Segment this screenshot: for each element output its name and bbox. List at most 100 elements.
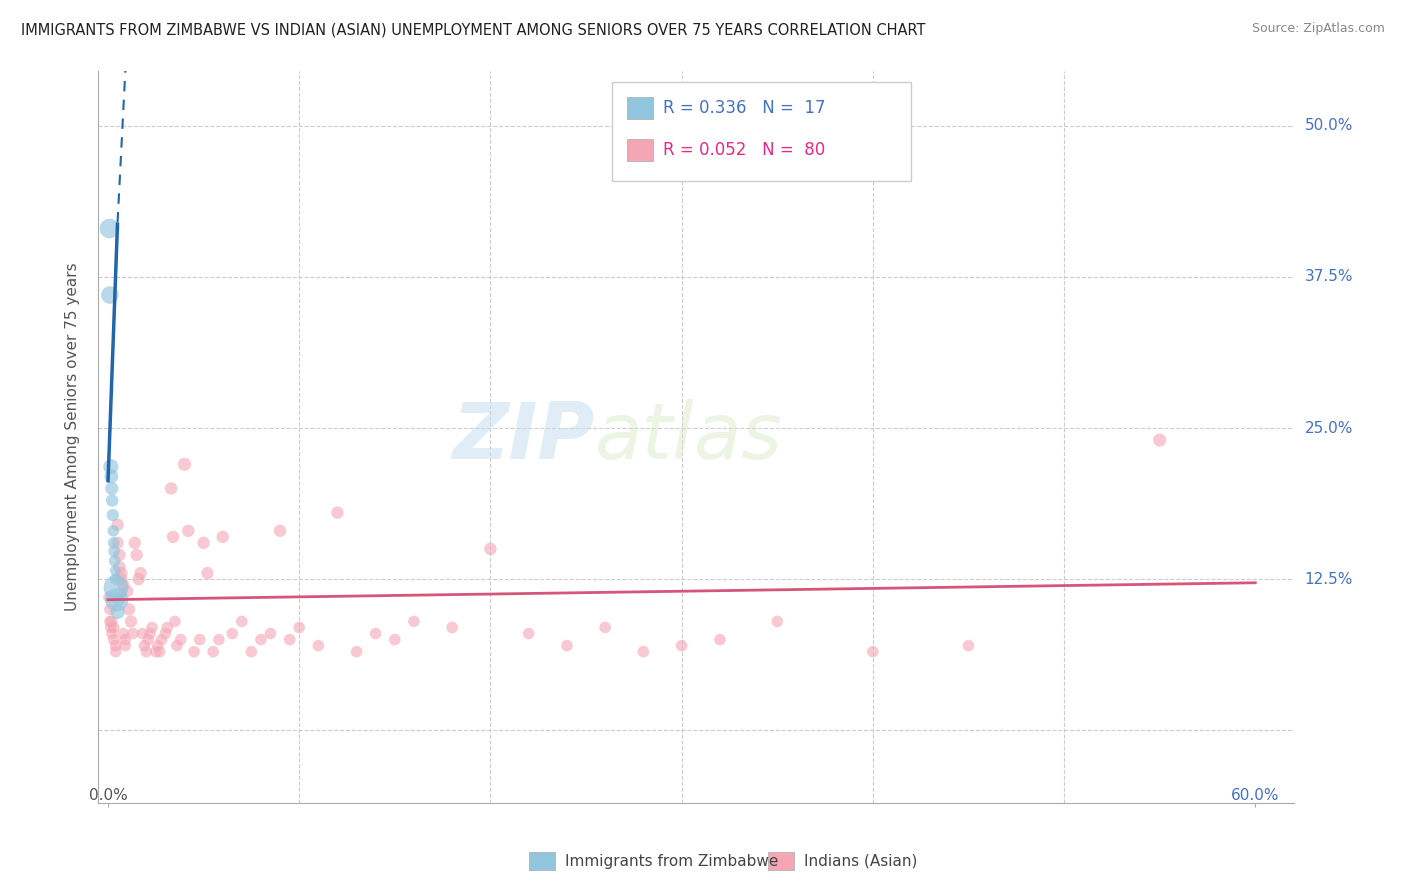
Point bbox=[1149, 433, 1171, 447]
Point bbox=[101, 615, 124, 629]
Point bbox=[146, 639, 169, 653]
Point bbox=[221, 626, 243, 640]
Point bbox=[114, 639, 136, 653]
Point bbox=[384, 632, 406, 647]
Point bbox=[156, 620, 179, 634]
Point bbox=[202, 645, 225, 659]
Point bbox=[346, 645, 368, 659]
Point bbox=[104, 572, 127, 586]
Point bbox=[100, 620, 122, 634]
Text: atlas: atlas bbox=[595, 399, 782, 475]
Point bbox=[105, 581, 128, 595]
Point bbox=[166, 639, 188, 653]
Point bbox=[118, 602, 141, 616]
Point bbox=[125, 548, 148, 562]
Point bbox=[593, 620, 616, 634]
Point bbox=[121, 626, 143, 640]
Point bbox=[145, 645, 167, 659]
Point bbox=[128, 572, 150, 586]
Point bbox=[188, 632, 211, 647]
Point bbox=[288, 620, 311, 634]
FancyBboxPatch shape bbox=[613, 82, 911, 181]
Point bbox=[709, 632, 731, 647]
Point bbox=[259, 626, 281, 640]
Point bbox=[104, 639, 127, 653]
Point bbox=[120, 615, 142, 629]
Point bbox=[107, 592, 129, 607]
Point bbox=[98, 615, 121, 629]
Point bbox=[160, 482, 183, 496]
Text: 0.0%: 0.0% bbox=[89, 789, 128, 804]
Point bbox=[129, 566, 152, 580]
Point bbox=[124, 536, 146, 550]
Point bbox=[208, 632, 231, 647]
Text: 37.5%: 37.5% bbox=[1305, 269, 1353, 285]
Text: 50.0%: 50.0% bbox=[1305, 119, 1353, 133]
Point bbox=[177, 524, 200, 538]
Point bbox=[114, 632, 136, 647]
Point bbox=[555, 639, 578, 653]
Point bbox=[250, 632, 273, 647]
Point bbox=[193, 536, 215, 550]
Point bbox=[139, 626, 162, 640]
Point bbox=[110, 566, 132, 580]
Text: Indians (Asian): Indians (Asian) bbox=[804, 854, 917, 869]
Point bbox=[101, 508, 124, 522]
Point bbox=[326, 506, 349, 520]
Text: Immigrants from Zimbabwe: Immigrants from Zimbabwe bbox=[565, 854, 778, 869]
Point bbox=[162, 530, 184, 544]
FancyBboxPatch shape bbox=[529, 852, 555, 870]
Text: 60.0%: 60.0% bbox=[1232, 789, 1279, 804]
FancyBboxPatch shape bbox=[627, 138, 652, 161]
Point bbox=[364, 626, 387, 640]
Point bbox=[98, 221, 121, 235]
Text: IMMIGRANTS FROM ZIMBABWE VS INDIAN (ASIAN) UNEMPLOYMENT AMONG SENIORS OVER 75 YE: IMMIGRANTS FROM ZIMBABWE VS INDIAN (ASIA… bbox=[21, 22, 925, 37]
FancyBboxPatch shape bbox=[627, 97, 652, 119]
Point bbox=[98, 288, 121, 302]
Point bbox=[150, 632, 173, 647]
Point bbox=[671, 639, 693, 653]
Point bbox=[862, 645, 884, 659]
Point bbox=[633, 645, 655, 659]
Point bbox=[197, 566, 219, 580]
Point bbox=[107, 517, 129, 532]
Point bbox=[211, 530, 233, 544]
Point bbox=[104, 645, 127, 659]
Point bbox=[169, 632, 191, 647]
Point bbox=[269, 524, 291, 538]
Point bbox=[149, 645, 172, 659]
Point bbox=[107, 536, 129, 550]
Point bbox=[101, 626, 124, 640]
Point bbox=[100, 459, 122, 474]
Y-axis label: Unemployment Among Seniors over 75 years: Unemployment Among Seniors over 75 years bbox=[65, 263, 80, 611]
Point bbox=[441, 620, 464, 634]
Point bbox=[107, 605, 129, 619]
Text: ZIP: ZIP bbox=[453, 399, 595, 475]
Point bbox=[112, 578, 135, 592]
Point bbox=[100, 469, 122, 483]
Point bbox=[957, 639, 980, 653]
Point bbox=[104, 554, 127, 568]
Point bbox=[103, 536, 125, 550]
Point bbox=[101, 482, 124, 496]
Point bbox=[97, 591, 120, 605]
Point bbox=[155, 626, 177, 640]
Point bbox=[766, 615, 789, 629]
Point bbox=[163, 615, 186, 629]
Point bbox=[135, 645, 157, 659]
Point bbox=[173, 457, 195, 471]
Point bbox=[103, 632, 125, 647]
Point bbox=[108, 548, 131, 562]
Point bbox=[105, 592, 128, 607]
Point bbox=[307, 639, 329, 653]
Point bbox=[134, 639, 156, 653]
Point bbox=[103, 524, 125, 538]
Point bbox=[231, 615, 253, 629]
Point bbox=[240, 645, 263, 659]
Point bbox=[517, 626, 540, 640]
Point bbox=[402, 615, 425, 629]
Point bbox=[141, 620, 163, 634]
FancyBboxPatch shape bbox=[768, 852, 794, 870]
Point bbox=[136, 632, 159, 647]
Text: 25.0%: 25.0% bbox=[1305, 420, 1353, 435]
